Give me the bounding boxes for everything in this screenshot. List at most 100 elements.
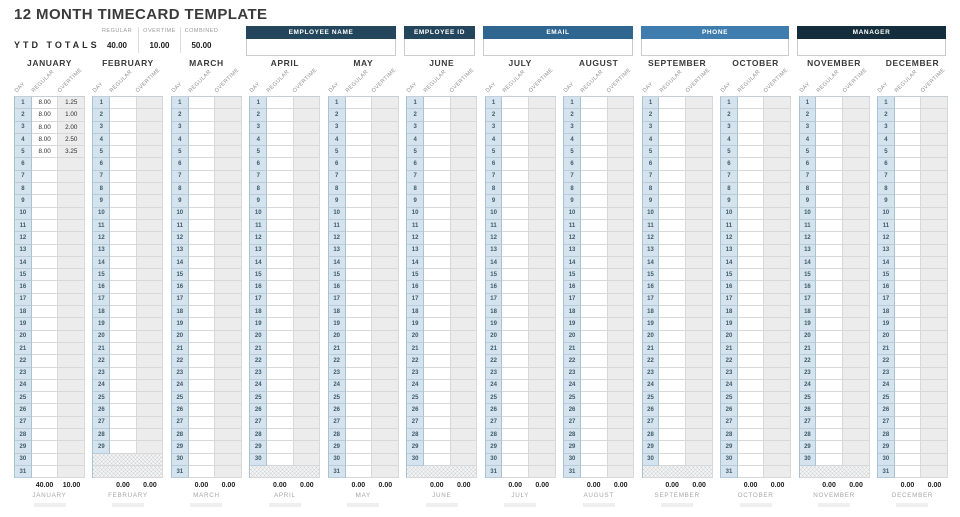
regular-hours-cell[interactable] <box>737 392 765 405</box>
overtime-hours-cell[interactable] <box>215 429 242 442</box>
overtime-hours-cell[interactable] <box>450 146 478 159</box>
overtime-hours-cell[interactable] <box>136 330 164 343</box>
overtime-hours-cell[interactable] <box>686 195 713 208</box>
overtime-hours-cell[interactable] <box>293 183 321 196</box>
overtime-hours-cell[interactable] <box>450 416 478 430</box>
regular-hours-cell[interactable] <box>267 404 294 417</box>
regular-hours-cell[interactable] <box>110 232 137 245</box>
regular-hours-cell[interactable] <box>502 146 530 159</box>
overtime-hours-cell[interactable] <box>215 195 242 208</box>
regular-hours-cell[interactable] <box>580 207 608 220</box>
regular-hours-cell[interactable] <box>894 232 922 245</box>
regular-hours-cell[interactable] <box>580 416 608 430</box>
regular-hours-cell[interactable] <box>816 330 843 343</box>
overtime-hours-cell[interactable]: 2.50 <box>58 133 86 147</box>
regular-hours-cell[interactable] <box>816 170 843 184</box>
regular-hours-cell[interactable] <box>267 367 294 380</box>
regular-hours-cell[interactable] <box>502 281 530 294</box>
regular-hours-cell[interactable] <box>816 404 843 417</box>
regular-hours-cell[interactable] <box>31 293 59 307</box>
regular-hours-cell[interactable] <box>659 256 687 270</box>
regular-hours-cell[interactable] <box>894 453 922 466</box>
overtime-hours-cell[interactable] <box>921 404 948 417</box>
overtime-hours-cell[interactable] <box>764 207 792 220</box>
regular-hours-cell[interactable] <box>894 367 922 380</box>
regular-hours-cell[interactable] <box>894 306 922 319</box>
overtime-hours-cell[interactable] <box>450 219 478 233</box>
regular-hours-cell[interactable] <box>816 133 843 147</box>
regular-hours-cell[interactable] <box>580 453 608 466</box>
regular-hours-cell[interactable] <box>424 97 451 110</box>
overtime-hours-cell[interactable] <box>293 121 321 134</box>
overtime-hours-cell[interactable] <box>372 244 399 257</box>
overtime-hours-cell[interactable] <box>372 441 399 454</box>
overtime-hours-cell[interactable] <box>293 146 321 159</box>
regular-hours-cell[interactable] <box>737 453 765 466</box>
regular-hours-cell[interactable] <box>502 465 530 479</box>
regular-hours-cell[interactable] <box>110 195 137 208</box>
regular-hours-cell[interactable] <box>31 207 59 220</box>
regular-hours-cell[interactable] <box>659 133 687 147</box>
overtime-hours-cell[interactable] <box>58 330 86 343</box>
overtime-hours-cell[interactable] <box>686 207 713 220</box>
overtime-hours-cell[interactable] <box>293 429 321 442</box>
overtime-hours-cell[interactable] <box>686 219 713 233</box>
overtime-hours-cell[interactable] <box>921 318 948 331</box>
regular-hours-cell[interactable] <box>267 207 294 220</box>
regular-hours-cell[interactable] <box>424 404 451 417</box>
overtime-hours-cell[interactable] <box>58 281 86 294</box>
overtime-hours-cell[interactable] <box>136 306 164 319</box>
overtime-hours-cell[interactable] <box>842 109 870 122</box>
employee-field-input-employee-id[interactable] <box>404 39 475 56</box>
regular-hours-cell[interactable] <box>424 207 451 220</box>
overtime-hours-cell[interactable] <box>372 97 399 110</box>
regular-hours-cell[interactable] <box>424 121 451 134</box>
regular-hours-cell[interactable] <box>894 121 922 134</box>
overtime-hours-cell[interactable] <box>921 441 948 454</box>
regular-hours-cell[interactable] <box>659 158 687 171</box>
overtime-hours-cell[interactable] <box>58 232 86 245</box>
regular-hours-cell[interactable] <box>188 416 216 430</box>
overtime-hours-cell[interactable] <box>58 465 86 479</box>
regular-hours-cell[interactable] <box>31 256 59 270</box>
overtime-hours-cell[interactable] <box>58 219 86 233</box>
overtime-hours-cell[interactable] <box>450 195 478 208</box>
regular-hours-cell[interactable] <box>894 158 922 171</box>
overtime-hours-cell[interactable] <box>136 256 164 270</box>
overtime-hours-cell[interactable] <box>607 121 635 134</box>
regular-hours-cell[interactable] <box>345 109 373 122</box>
overtime-hours-cell[interactable] <box>842 416 870 430</box>
regular-hours-cell[interactable] <box>502 269 530 282</box>
overtime-hours-cell[interactable] <box>607 170 635 184</box>
overtime-hours-cell[interactable] <box>450 269 478 282</box>
overtime-hours-cell[interactable] <box>293 158 321 171</box>
overtime-hours-cell[interactable] <box>842 146 870 159</box>
overtime-hours-cell[interactable] <box>686 429 713 442</box>
regular-hours-cell[interactable] <box>31 281 59 294</box>
overtime-hours-cell[interactable] <box>529 121 556 134</box>
overtime-hours-cell[interactable] <box>529 281 556 294</box>
overtime-hours-cell[interactable] <box>842 281 870 294</box>
overtime-hours-cell[interactable] <box>921 465 948 479</box>
regular-hours-cell[interactable] <box>894 97 922 110</box>
regular-hours-cell[interactable] <box>502 453 530 466</box>
regular-hours-cell[interactable] <box>659 330 687 343</box>
regular-hours-cell[interactable] <box>345 379 373 393</box>
regular-hours-cell[interactable] <box>894 465 922 479</box>
regular-hours-cell[interactable] <box>345 269 373 282</box>
overtime-hours-cell[interactable] <box>921 256 948 270</box>
overtime-hours-cell[interactable] <box>136 441 164 454</box>
regular-hours-cell[interactable] <box>267 183 294 196</box>
regular-hours-cell[interactable] <box>502 355 530 368</box>
overtime-hours-cell[interactable] <box>450 453 478 466</box>
regular-hours-cell[interactable] <box>267 318 294 331</box>
overtime-hours-cell[interactable] <box>450 97 478 110</box>
regular-hours-cell[interactable] <box>737 281 765 294</box>
regular-hours-cell[interactable] <box>424 158 451 171</box>
regular-hours-cell[interactable] <box>502 429 530 442</box>
overtime-hours-cell[interactable] <box>215 219 242 233</box>
overtime-hours-cell[interactable] <box>215 109 242 122</box>
overtime-hours-cell[interactable] <box>529 465 556 479</box>
regular-hours-cell[interactable] <box>188 342 216 356</box>
regular-hours-cell[interactable] <box>659 453 687 466</box>
